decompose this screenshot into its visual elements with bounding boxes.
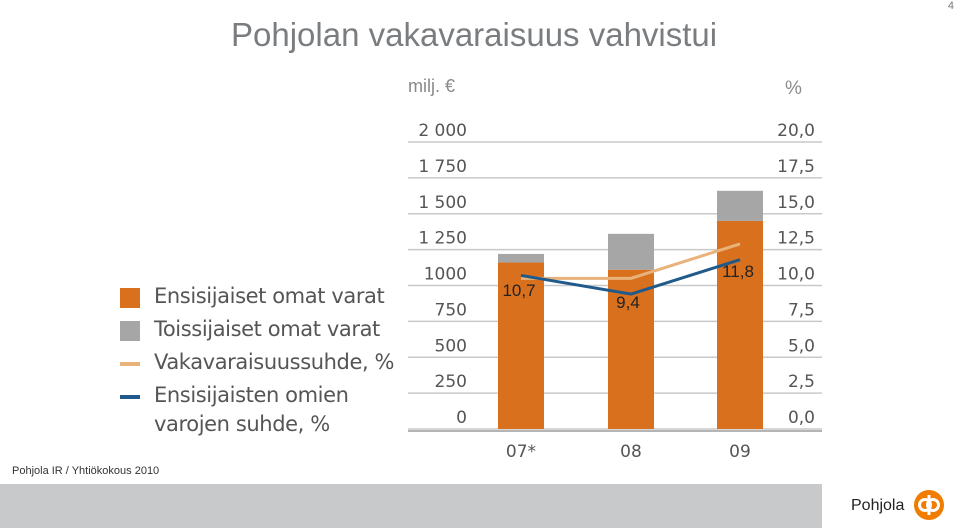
right-tick-label: 5,0 [788, 336, 815, 356]
line-tier1-ratio [520, 258, 741, 296]
left-tick-label: 1000 [424, 265, 467, 285]
data-label: 11,8 [722, 262, 754, 281]
bars [498, 190, 763, 429]
data-label: 9,4 [616, 293, 640, 312]
data-labels: 10,7 9,4 11,8 [502, 262, 753, 312]
slide-title: Pohjolan vakavaraisuus vahvistui [231, 16, 718, 53]
right-tick-label: 0,0 [788, 408, 815, 428]
tick-labels: 2 000 20,0 1 750 17,5 1 500 15,0 1 250 12,5 1000… [418, 121, 815, 428]
right-tick-label: 7,5 [788, 300, 815, 320]
category-label: 09 [729, 442, 751, 462]
bar-primary-capital [498, 262, 544, 429]
footer-caption: Pohjola IR / Yhtiökokous 2010 [12, 465, 160, 477]
legend-swatch-gray [120, 321, 140, 341]
right-tick-label: 12,5 [777, 229, 815, 249]
legend-line-light-orange [120, 362, 140, 366]
category-labels: 07* 08 09 [506, 442, 751, 462]
legend-label: Toissijaiset omat varat [154, 317, 380, 341]
legend-label: Ensisijaisten omien varojen suhde, % [154, 383, 349, 436]
legend-item-solvency-ratio: Vakavaraisuussuhde, % [120, 348, 395, 377]
left-tick-label: 500 [435, 336, 467, 356]
legend-item-primary-capital: Ensisijaiset omat varat [120, 282, 394, 311]
bar-secondary-capital [608, 233, 654, 270]
legend-item-tier1-ratio: Ensisijaisten omien varojen suhde, % [120, 381, 394, 439]
category-label: 08 [620, 442, 642, 462]
legend-label: Vakavaraisuussuhde, % [154, 350, 395, 374]
left-axis-unit: milj. € [408, 76, 456, 96]
left-tick-label: 250 [435, 372, 467, 392]
bar-primary-capital [717, 220, 763, 429]
data-label: 10,7 [502, 281, 535, 300]
right-tick-label: 10,0 [777, 265, 815, 285]
legend-line-blue [120, 395, 140, 399]
right-tick-label: 20,0 [777, 121, 815, 141]
category-label: 07* [506, 442, 536, 462]
footer-bar [0, 484, 960, 528]
legend-label: Ensisijaiset omat varat [154, 284, 385, 308]
right-tick-label: 2,5 [788, 372, 815, 392]
bar-primary-capital [608, 269, 654, 429]
page-number: 4 [947, 0, 954, 12]
brand-name: Pohjola [851, 497, 905, 514]
bar-secondary-capital [498, 253, 544, 263]
series-lines [520, 242, 741, 296]
left-tick-label: 750 [435, 300, 467, 320]
right-axis-unit: % [785, 78, 802, 99]
left-tick-label: 1 500 [418, 193, 467, 213]
legend: Ensisijaiset omat varat Toissijaiset oma… [120, 282, 395, 443]
chart-background [108, 68, 828, 468]
line-solvency-ratio [521, 242, 741, 280]
legend-swatch-orange [120, 288, 140, 308]
right-tick-label: 15,0 [777, 193, 815, 213]
left-tick-label: 2 000 [418, 121, 467, 141]
left-tick-label: 1 250 [418, 229, 467, 249]
left-tick-label: 0 [456, 408, 467, 428]
legend-item-secondary-capital: Toissijaiset omat varat [120, 315, 394, 344]
bar-secondary-capital [717, 190, 763, 221]
right-tick-label: 17,5 [777, 157, 815, 177]
pohjola-logo-icon [914, 490, 944, 520]
left-tick-label: 1 750 [418, 157, 467, 177]
